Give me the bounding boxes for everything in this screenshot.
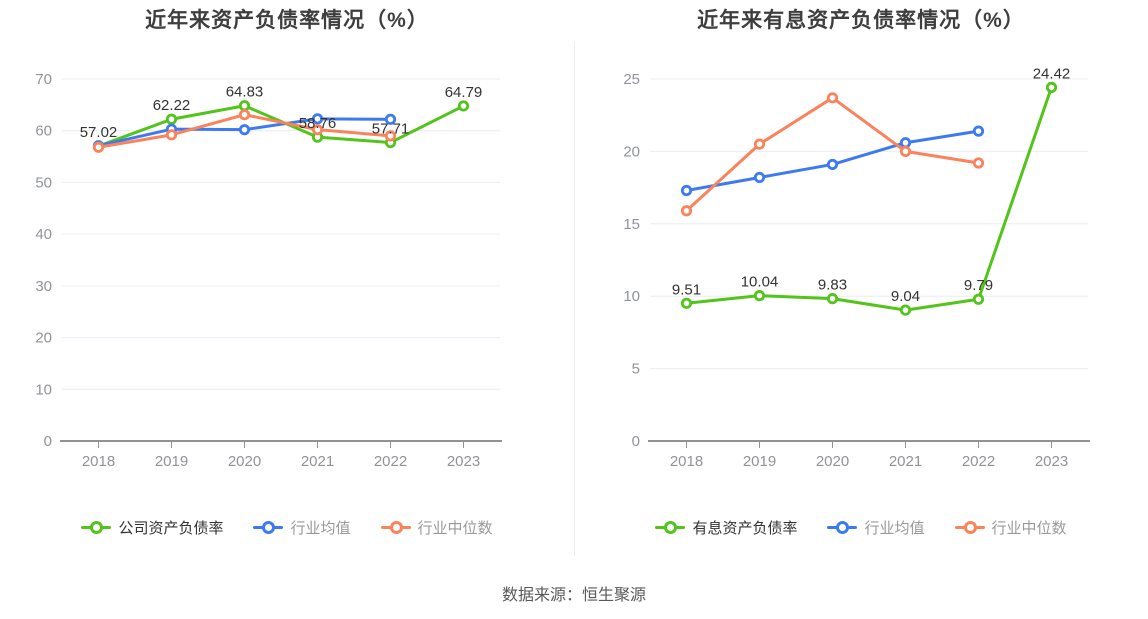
svg-text:2018: 2018 bbox=[670, 453, 703, 470]
left-chart-legend: 公司资产负债率 行业均值 行业中位数 bbox=[0, 517, 574, 538]
svg-text:0: 0 bbox=[44, 433, 52, 450]
legend-item-industry-median[interactable]: 行业中位数 bbox=[954, 517, 1067, 538]
orange-line-series-marker-icon bbox=[380, 521, 411, 534]
svg-text:9.83: 9.83 bbox=[818, 277, 847, 294]
data-source-note: 数据来源：恒生聚源 bbox=[501, 587, 646, 604]
svg-text:25: 25 bbox=[623, 71, 640, 88]
orange-line-series-marker-icon bbox=[954, 521, 985, 534]
svg-text:70: 70 bbox=[35, 71, 52, 88]
svg-text:5: 5 bbox=[632, 361, 640, 378]
panel-divider bbox=[574, 42, 575, 556]
svg-text:62.22: 62.22 bbox=[153, 97, 191, 114]
svg-text:2018: 2018 bbox=[82, 453, 115, 470]
interest-bearing-chart-panel: 近年来有息资产负债率情况（%） 2018 2019 2020 2021 2022 2023… bbox=[574, 0, 1148, 552]
svg-text:50: 50 bbox=[35, 174, 52, 191]
svg-text:20: 20 bbox=[623, 143, 640, 160]
svg-text:2019: 2019 bbox=[743, 453, 776, 470]
svg-text:60: 60 bbox=[35, 123, 52, 140]
svg-text:24.42: 24.42 bbox=[1033, 65, 1071, 82]
svg-text:64.83: 64.83 bbox=[226, 84, 264, 101]
blue-line-series-marker-icon bbox=[827, 521, 858, 534]
left-chart-title: 近年来资产负债率情况（%） bbox=[145, 9, 429, 32]
svg-text:2020: 2020 bbox=[228, 453, 261, 470]
legend-item-interest-ratio[interactable]: 有息资产负债率 bbox=[655, 517, 797, 538]
svg-text:9.04: 9.04 bbox=[891, 288, 920, 305]
svg-text:2021: 2021 bbox=[889, 453, 922, 470]
interest-bearing-line-chart-canvas[interactable]: 2018 2019 2020 2021 2022 2023 0 5 10 15 20 25 9.51 10… bbox=[574, 0, 1148, 480]
legend-item-industry-average[interactable]: 行业均值 bbox=[827, 517, 925, 538]
green-line-series-marker-icon bbox=[81, 521, 112, 534]
svg-text:40: 40 bbox=[35, 226, 52, 243]
svg-text:20: 20 bbox=[35, 330, 52, 347]
svg-text:10: 10 bbox=[623, 288, 640, 305]
legend-item-industry-average[interactable]: 行业均值 bbox=[253, 517, 351, 538]
svg-text:57.71: 57.71 bbox=[372, 121, 410, 138]
svg-text:2021: 2021 bbox=[301, 453, 334, 470]
svg-text:30: 30 bbox=[35, 278, 52, 295]
svg-text:9.79: 9.79 bbox=[964, 277, 993, 294]
svg-text:2022: 2022 bbox=[374, 453, 407, 470]
svg-text:57.02: 57.02 bbox=[80, 124, 118, 141]
svg-text:15: 15 bbox=[623, 216, 640, 233]
charts-row: 近年来资产负债率情况（%） 2018 2019 2020 2021 2022 2023 0 1… bbox=[0, 0, 1148, 552]
svg-text:2023: 2023 bbox=[1035, 453, 1068, 470]
svg-text:2022: 2022 bbox=[962, 453, 995, 470]
blue-line-series-marker-icon bbox=[253, 521, 284, 534]
svg-text:10.04: 10.04 bbox=[741, 274, 779, 291]
svg-text:0: 0 bbox=[632, 433, 640, 450]
green-line-series-marker-icon bbox=[655, 521, 686, 534]
svg-text:10: 10 bbox=[35, 381, 52, 398]
asset-liability-line-chart-canvas[interactable]: 2018 2019 2020 2021 2022 2023 0 10 20 30 40 50 60 70 5… bbox=[0, 0, 574, 480]
svg-text:58.76: 58.76 bbox=[299, 115, 337, 132]
asset-liability-chart-panel: 近年来资产负债率情况（%） 2018 2019 2020 2021 2022 2023 0 1… bbox=[0, 0, 574, 552]
svg-text:64.79: 64.79 bbox=[445, 84, 483, 101]
svg-text:2023: 2023 bbox=[447, 453, 480, 470]
right-chart-legend: 有息资产负债率 行业均值 行业中位数 bbox=[574, 517, 1148, 538]
legend-item-company-ratio[interactable]: 公司资产负债率 bbox=[81, 517, 223, 538]
svg-text:2020: 2020 bbox=[816, 453, 849, 470]
legend-item-industry-median[interactable]: 行业中位数 bbox=[380, 517, 493, 538]
svg-text:9.51: 9.51 bbox=[672, 281, 701, 298]
svg-text:2019: 2019 bbox=[155, 453, 188, 470]
right-chart-title: 近年来有息资产负债率情况（%） bbox=[697, 9, 1025, 32]
